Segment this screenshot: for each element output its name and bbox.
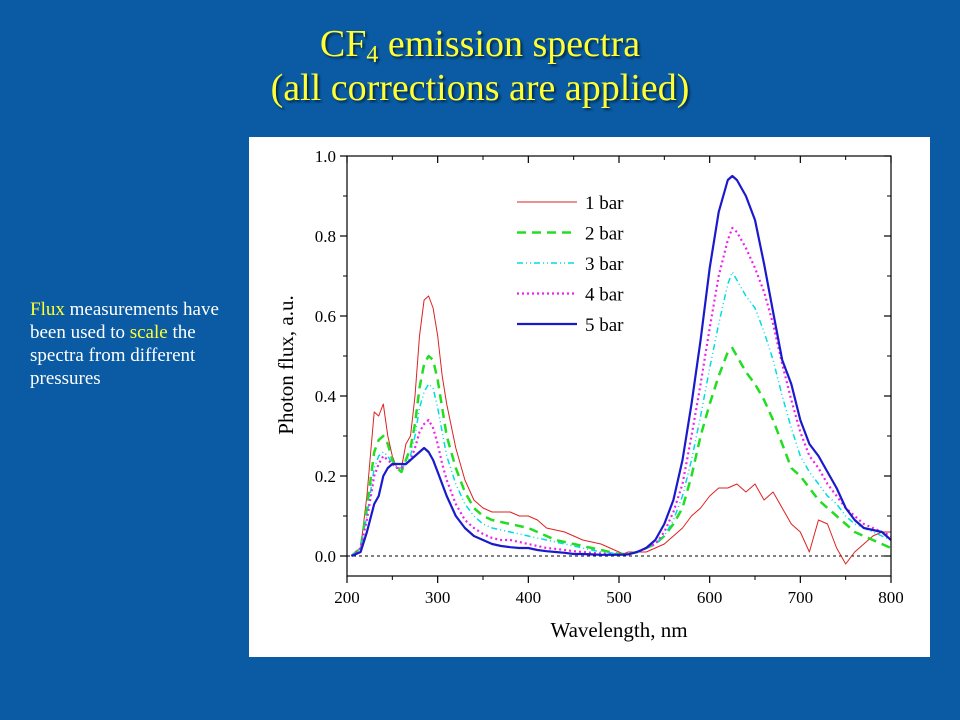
x-tick-label: 800 bbox=[878, 588, 904, 607]
side-note-text-1: measurements have been used to bbox=[30, 299, 219, 343]
x-tick-label: 500 bbox=[606, 588, 632, 607]
side-note: Flux measurements have been used to scal… bbox=[30, 298, 245, 390]
title-line-2: (all corrections are applied) bbox=[270, 67, 690, 109]
x-tick-label: 300 bbox=[425, 588, 451, 607]
series-line-1 bbox=[351, 295, 891, 565]
y-tick-label: 0.2 bbox=[315, 467, 336, 486]
series-line-2 bbox=[350, 346, 892, 557]
legend-label-2: 2 bar bbox=[585, 224, 624, 245]
plot-frame bbox=[346, 155, 892, 577]
x-axis-label: Wavelength, nm bbox=[550, 618, 687, 642]
side-note-highlight-flux: Flux bbox=[30, 299, 65, 320]
legend-label-3: 3 bar bbox=[585, 254, 624, 275]
x-tick-label: 200 bbox=[334, 588, 360, 607]
y-tick-label: 0.6 bbox=[315, 307, 336, 326]
y-axis-label: Photon flux, a.u. bbox=[274, 295, 298, 434]
title-subscript: 4 bbox=[366, 42, 379, 68]
x-tick-label: 400 bbox=[516, 588, 542, 607]
side-note-text-2: the spectra from different pressures bbox=[30, 322, 196, 389]
y-tick-label: 1.0 bbox=[315, 147, 336, 166]
y-tick-label: 0.8 bbox=[315, 227, 336, 246]
legend-label-4: 4 bar bbox=[585, 285, 624, 306]
series-line-5 bbox=[351, 174, 892, 558]
x-tick-label: 600 bbox=[697, 588, 723, 607]
title-prefix: CF bbox=[319, 23, 367, 65]
legend-label-5: 5 bar bbox=[585, 315, 624, 336]
side-note-highlight-scale: scale bbox=[129, 322, 168, 343]
y-tick-label: 0.0 bbox=[315, 547, 336, 566]
title-line-1: CF4 emission spectra bbox=[0, 22, 960, 68]
series-line-4 bbox=[350, 226, 892, 557]
emission-spectra-chart: 200 300 400 500 600 700 800 0.0 0.2 0.4 0.6 0.8 1.0 1… bbox=[274, 147, 904, 642]
x-tick-label: 700 bbox=[788, 588, 814, 607]
legend-label-1: 1 bar bbox=[585, 193, 624, 214]
series-line-3 bbox=[351, 271, 892, 557]
slide-title: CF4 emission spectra (all corrections ar… bbox=[0, 22, 960, 110]
chart-panel: 200 300 400 500 600 700 800 0.0 0.2 0.4 0.6 0.8 1.0 1… bbox=[249, 137, 930, 657]
title-suffix: emission spectra bbox=[378, 23, 641, 65]
y-tick-label: 0.4 bbox=[315, 387, 337, 406]
